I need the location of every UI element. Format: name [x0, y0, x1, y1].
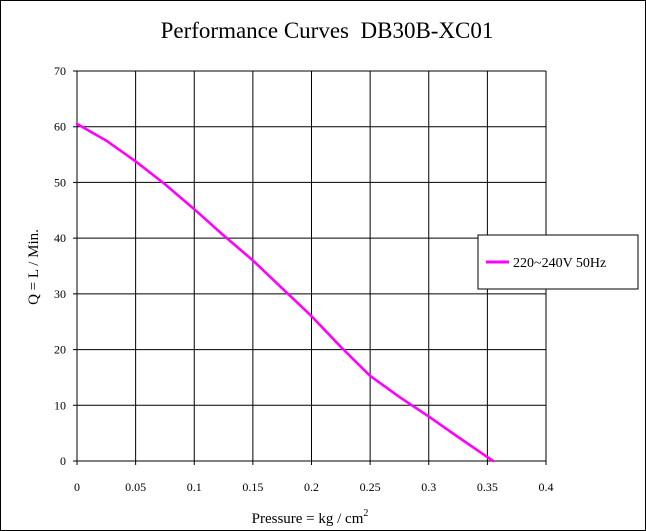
y-tick-label: 50: [54, 175, 66, 189]
x-axis-label-text: Pressure = kg / cm: [252, 511, 364, 527]
y-tick-label: 20: [54, 343, 66, 357]
x-tick-label: 0.4: [539, 480, 554, 494]
x-axis-label: Pressure = kg / cm2: [252, 508, 369, 527]
y-axis-label: Q = L / Min.: [26, 229, 42, 305]
x-tick-label: 0.1: [187, 480, 202, 494]
x-tick-label: 0.05: [125, 480, 146, 494]
x-tick-label: 0.35: [477, 480, 498, 494]
y-tick-label: 70: [54, 64, 66, 78]
y-tick-label: 30: [54, 287, 66, 301]
series-line-0: [75, 122, 495, 463]
x-tick-label: 0.25: [360, 480, 381, 494]
x-tick-label: 0.2: [304, 480, 319, 494]
x-tick-label: 0.3: [421, 480, 436, 494]
y-tick-label: 60: [54, 120, 66, 134]
legend-label: 220~240V 50Hz: [513, 256, 606, 271]
y-tick-label: 10: [54, 398, 66, 412]
chart-title: Performance Curves DB30B-XC01: [161, 18, 494, 43]
x-tick-labels: 0 0.05 0.1 0.15 0.2 0.25 0.3 0.35 0.4: [74, 480, 554, 494]
legend: 220~240V 50Hz: [477, 234, 639, 290]
series-lines: [75, 122, 495, 463]
y-tick-label: 0: [60, 454, 66, 468]
grid-lines: [73, 70, 547, 465]
x-tick-label: 0: [74, 480, 80, 494]
y-tick-labels: 0 10 20 30 40 50 60 70: [54, 64, 66, 468]
x-tick-label: 0.15: [242, 480, 263, 494]
x-axis-label-superscript: 2: [363, 508, 368, 519]
y-tick-label: 40: [54, 231, 66, 245]
